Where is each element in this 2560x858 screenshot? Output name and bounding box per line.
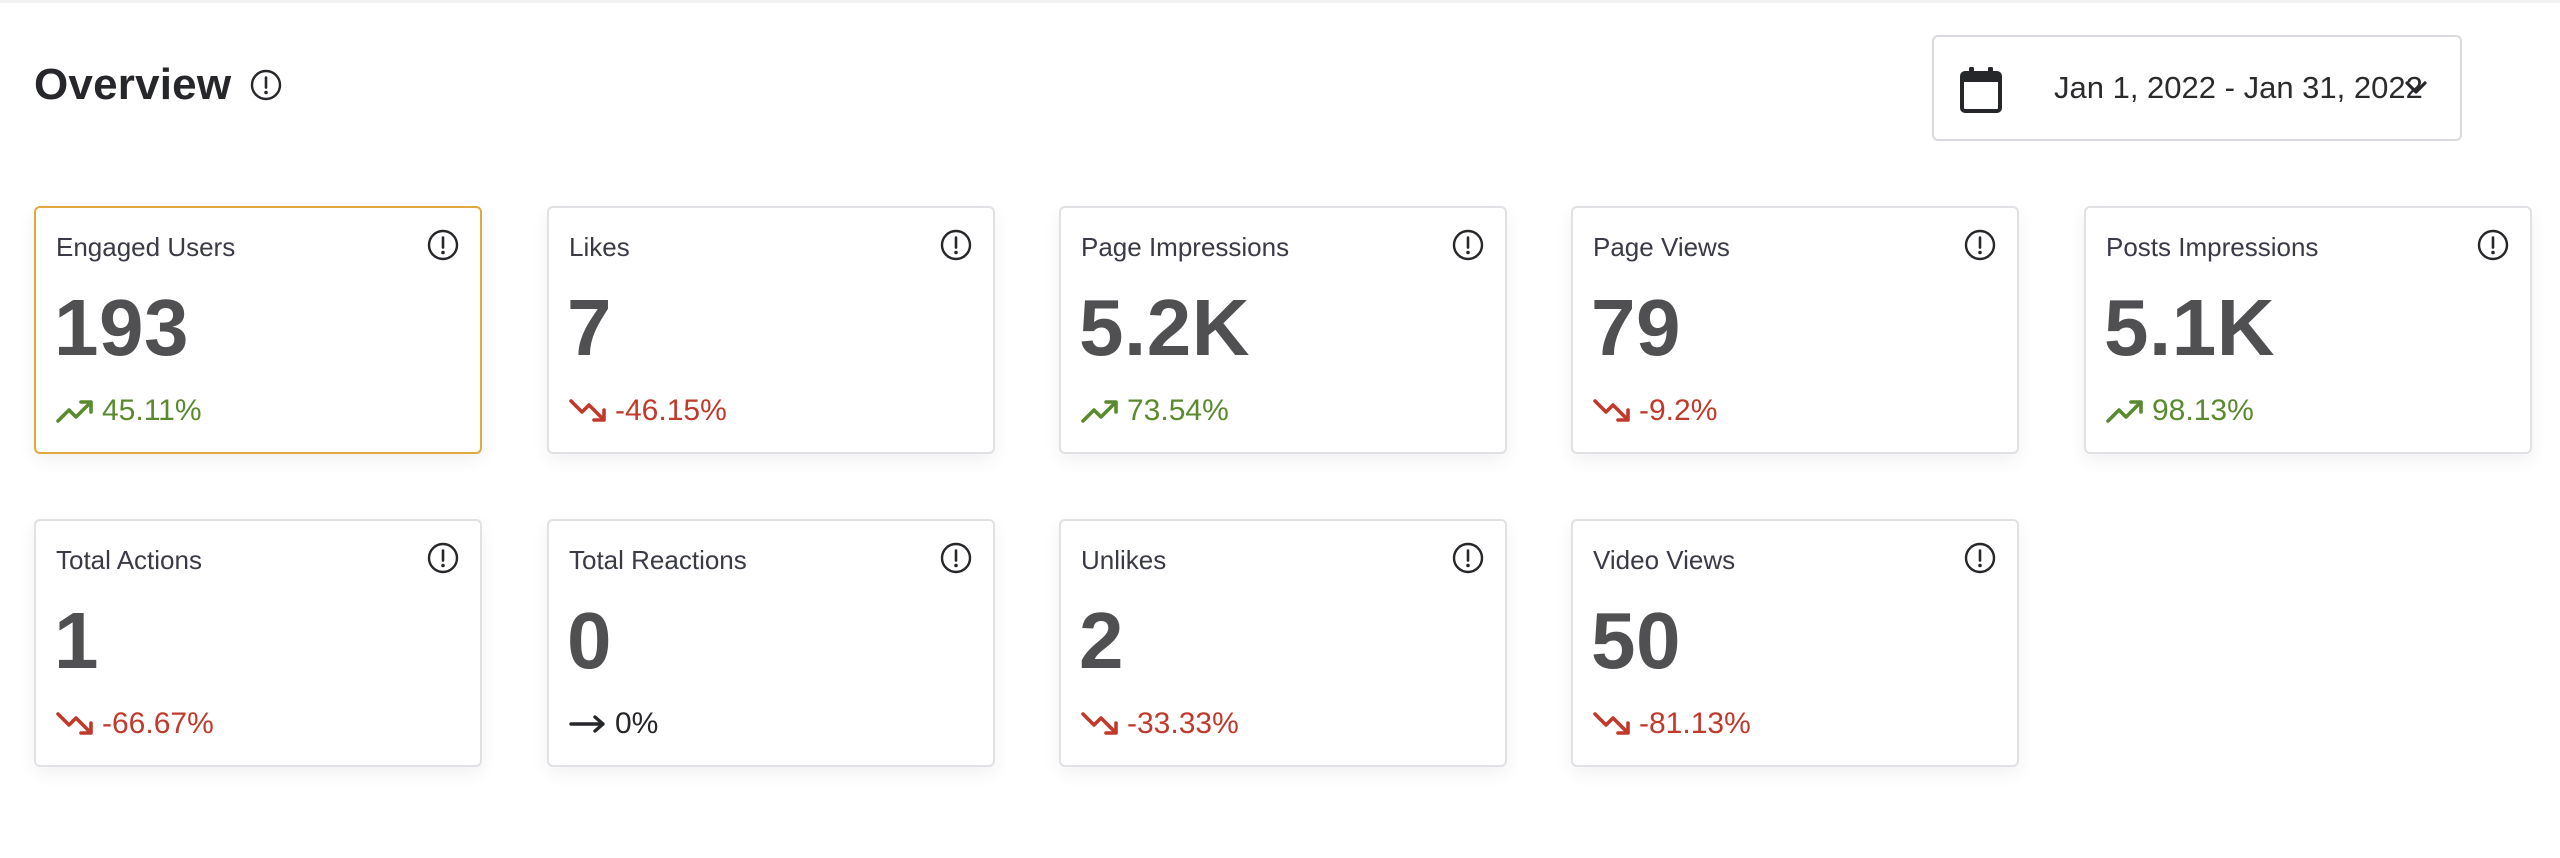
metric-card-likes[interactable]: Likes 7 -46.15% [547, 206, 995, 454]
top-divider [0, 0, 2560, 3]
page-title: Overview [34, 60, 231, 110]
date-range-text: Jan 1, 2022 - Jan 31, 2022 [2054, 37, 2423, 139]
metric-value: 79 [1591, 282, 1681, 374]
metric-label: Posts Impressions [2106, 232, 2318, 263]
calendar-icon [1960, 67, 2002, 113]
metric-change-value: 73.54% [1127, 394, 1229, 428]
info-icon[interactable] [1963, 541, 1997, 575]
metric-change-value: 0% [615, 707, 658, 741]
metric-change-value: -81.13% [1639, 707, 1751, 741]
metric-change-value: 45.11% [102, 394, 202, 428]
metric-label: Likes [569, 232, 630, 263]
trending-down-icon [56, 710, 102, 738]
metric-value: 7 [567, 282, 612, 374]
metric-change: -66.67% [56, 707, 214, 741]
metric-change: -46.15% [569, 394, 727, 428]
metric-value: 50 [1591, 595, 1681, 687]
metric-change: 98.13% [2106, 394, 2254, 428]
metric-change: -33.33% [1081, 707, 1239, 741]
overview-header: Overview [34, 60, 283, 110]
metric-label: Engaged Users [56, 232, 235, 263]
metric-change: 45.11% [56, 394, 202, 428]
metric-change-value: 98.13% [2152, 394, 2254, 428]
metric-value: 2 [1079, 595, 1124, 687]
info-icon[interactable] [1451, 541, 1485, 575]
info-icon[interactable] [939, 541, 973, 575]
date-range-picker[interactable]: Jan 1, 2022 - Jan 31, 2022 [1932, 35, 2462, 141]
metric-change-value: -46.15% [615, 394, 727, 428]
metric-card-unlikes[interactable]: Unlikes 2 -33.33% [1059, 519, 1507, 767]
metric-value: 5.1K [2104, 282, 2275, 374]
metric-label: Total Actions [56, 545, 202, 576]
info-icon[interactable] [2476, 228, 2510, 262]
info-icon[interactable] [939, 228, 973, 262]
arrow-right-icon [569, 710, 615, 738]
metric-label: Page Views [1593, 232, 1730, 263]
trending-down-icon [569, 397, 615, 425]
info-icon[interactable] [1963, 228, 1997, 262]
metric-card-page-impressions[interactable]: Page Impressions 5.2K 73.54% [1059, 206, 1507, 454]
metric-value: 0 [567, 595, 612, 687]
info-icon[interactable] [249, 68, 283, 102]
metric-label: Page Impressions [1081, 232, 1289, 263]
trending-up-icon [1081, 397, 1127, 425]
metric-label: Unlikes [1081, 545, 1166, 576]
metric-label: Video Views [1593, 545, 1735, 576]
trending-down-icon [1593, 710, 1639, 738]
metric-value: 5.2K [1079, 282, 1250, 374]
metric-value: 193 [54, 282, 189, 374]
metric-change-value: -33.33% [1127, 707, 1239, 741]
metric-value: 1 [54, 595, 99, 687]
trending-up-icon [2106, 397, 2152, 425]
info-icon[interactable] [426, 541, 460, 575]
metric-change-value: -66.67% [102, 707, 214, 741]
metric-change: 0% [569, 707, 658, 741]
trending-up-icon [56, 397, 102, 425]
metric-label: Total Reactions [569, 545, 747, 576]
info-icon[interactable] [426, 228, 460, 262]
trending-down-icon [1081, 710, 1127, 738]
chevron-down-icon[interactable] [2403, 75, 2429, 101]
metric-card-total-actions[interactable]: Total Actions 1 -66.67% [34, 519, 482, 767]
metric-card-video-views[interactable]: Video Views 50 -81.13% [1571, 519, 2019, 767]
metric-change-value: -9.2% [1639, 394, 1717, 428]
metric-change: 73.54% [1081, 394, 1229, 428]
metric-card-engaged-users[interactable]: Engaged Users 193 45.11% [34, 206, 482, 454]
trending-down-icon [1593, 397, 1639, 425]
metric-card-total-reactions[interactable]: Total Reactions 0 0% [547, 519, 995, 767]
metric-card-posts-impressions[interactable]: Posts Impressions 5.1K 98.13% [2084, 206, 2532, 454]
info-icon[interactable] [1451, 228, 1485, 262]
metric-change: -9.2% [1593, 394, 1717, 428]
metric-change: -81.13% [1593, 707, 1751, 741]
metric-card-page-views[interactable]: Page Views 79 -9.2% [1571, 206, 2019, 454]
